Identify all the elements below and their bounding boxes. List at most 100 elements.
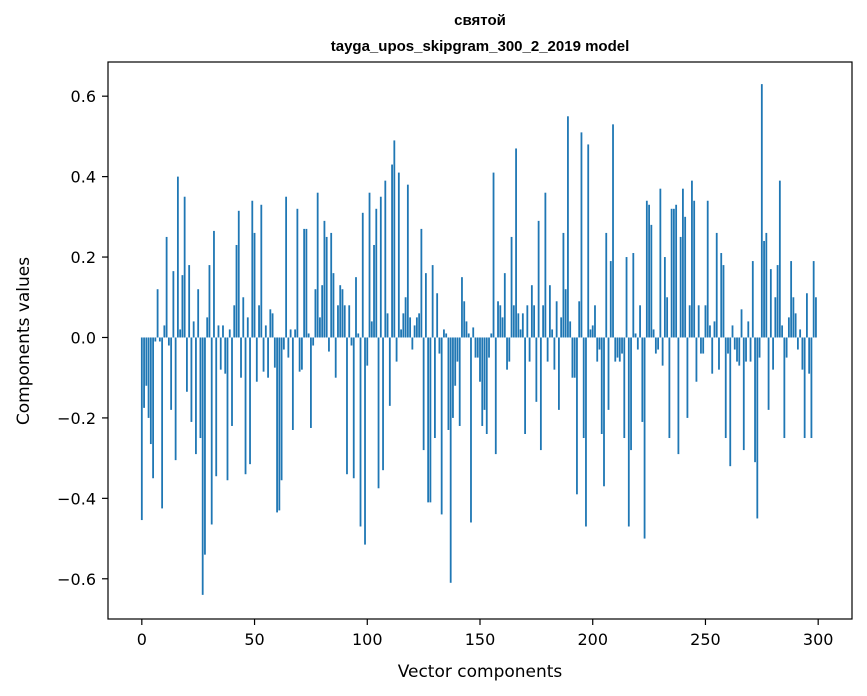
bar bbox=[314, 289, 317, 338]
bar bbox=[627, 337, 630, 527]
bar bbox=[751, 261, 754, 338]
bar bbox=[682, 188, 684, 338]
bar bbox=[179, 329, 182, 338]
bar bbox=[280, 337, 283, 481]
bar bbox=[623, 337, 626, 439]
bar bbox=[458, 337, 461, 426]
bar bbox=[334, 337, 337, 378]
bar bbox=[542, 305, 545, 338]
bar bbox=[614, 337, 617, 362]
bar bbox=[776, 265, 779, 338]
bar bbox=[474, 337, 477, 358]
bar bbox=[636, 337, 639, 350]
bar bbox=[149, 337, 152, 445]
bar bbox=[643, 337, 646, 539]
bar bbox=[386, 313, 389, 338]
bar bbox=[700, 337, 702, 354]
bar bbox=[738, 337, 741, 366]
bar bbox=[672, 208, 675, 338]
bar bbox=[675, 204, 678, 338]
bar bbox=[812, 261, 815, 338]
bar bbox=[594, 305, 596, 338]
bar bbox=[186, 337, 188, 392]
bar bbox=[702, 337, 705, 354]
bar bbox=[567, 116, 569, 338]
bar bbox=[260, 204, 263, 338]
bar bbox=[420, 228, 423, 338]
bar bbox=[393, 140, 396, 338]
bar bbox=[366, 337, 369, 366]
bar bbox=[801, 337, 804, 370]
bar bbox=[535, 337, 538, 402]
bar bbox=[639, 305, 641, 338]
bar bbox=[526, 305, 529, 338]
bar bbox=[429, 337, 432, 503]
bar bbox=[409, 317, 412, 338]
bar bbox=[670, 208, 673, 338]
bar bbox=[562, 232, 565, 338]
bar bbox=[815, 297, 817, 338]
bar bbox=[476, 337, 479, 358]
bar bbox=[174, 337, 177, 461]
bar bbox=[659, 188, 662, 338]
bar bbox=[167, 337, 170, 346]
bar bbox=[183, 196, 186, 338]
bar bbox=[503, 273, 506, 338]
x-tick-label: 300 bbox=[803, 630, 834, 649]
bar bbox=[436, 293, 439, 338]
bar bbox=[328, 337, 330, 352]
bar bbox=[206, 317, 209, 338]
bar bbox=[438, 337, 441, 354]
bar bbox=[661, 337, 664, 366]
bar bbox=[237, 210, 240, 338]
bar bbox=[666, 297, 669, 338]
bar bbox=[711, 337, 714, 374]
bar bbox=[422, 337, 425, 451]
bar bbox=[808, 337, 811, 374]
y-axis-label: Components values bbox=[14, 257, 34, 425]
bar bbox=[697, 305, 700, 338]
bar bbox=[501, 317, 504, 338]
bar bbox=[691, 180, 693, 338]
bar bbox=[161, 337, 164, 509]
bar bbox=[406, 184, 409, 338]
bar bbox=[163, 325, 166, 338]
bar bbox=[154, 337, 157, 342]
bar bbox=[472, 327, 475, 338]
bar bbox=[264, 325, 267, 338]
bar bbox=[799, 329, 802, 338]
bar bbox=[305, 228, 308, 338]
bar bbox=[300, 337, 303, 370]
bar bbox=[382, 337, 384, 471]
bar bbox=[720, 253, 723, 338]
bar bbox=[341, 289, 344, 338]
bar bbox=[756, 337, 759, 519]
bar bbox=[388, 337, 391, 406]
bar bbox=[621, 337, 623, 354]
chart-subtitle: tayga_upos_skipgram_300_2_2019 model bbox=[331, 38, 630, 55]
bar bbox=[447, 337, 450, 430]
bar bbox=[188, 265, 191, 338]
bar bbox=[533, 305, 536, 338]
bar bbox=[585, 337, 587, 527]
bar bbox=[569, 321, 572, 338]
bar bbox=[359, 337, 362, 527]
bar bbox=[578, 301, 581, 338]
bar bbox=[668, 337, 671, 439]
bar bbox=[704, 305, 707, 338]
bar bbox=[769, 269, 772, 338]
bar bbox=[729, 337, 732, 467]
bar bbox=[282, 337, 285, 350]
y-tick-label: −0.6 bbox=[57, 570, 96, 589]
bar bbox=[582, 337, 585, 439]
bar bbox=[312, 337, 315, 346]
bar bbox=[332, 273, 335, 338]
bar bbox=[222, 325, 224, 338]
bar bbox=[415, 317, 418, 338]
bar bbox=[231, 337, 233, 426]
bar bbox=[684, 216, 687, 338]
bar bbox=[722, 265, 725, 338]
bar bbox=[479, 337, 481, 382]
bar bbox=[190, 337, 193, 422]
bar bbox=[316, 192, 319, 338]
